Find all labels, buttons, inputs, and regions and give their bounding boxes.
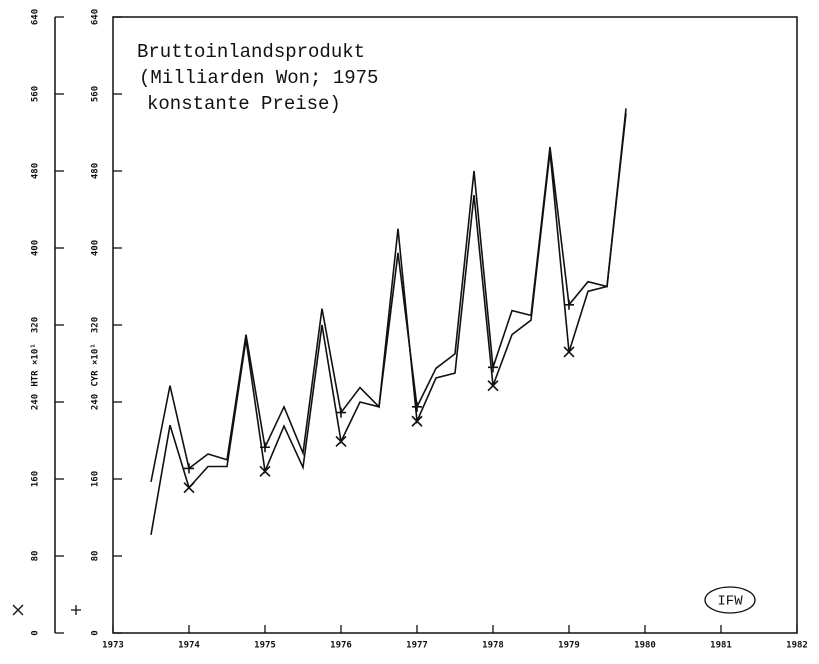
title-line: Bruttoinlandsprodukt — [137, 41, 365, 63]
marker — [183, 482, 195, 494]
y2-tick-label: 400 — [91, 240, 101, 256]
logo-ellipse — [704, 586, 756, 614]
x-tick-label: 1974 — [178, 641, 200, 651]
x-tick-label: 1982 — [786, 641, 808, 651]
marker — [260, 442, 270, 453]
x-tick-label: 1979 — [558, 641, 580, 651]
marker — [411, 415, 423, 427]
y2-tick-label: 80 — [91, 551, 101, 562]
series-line — [150, 108, 627, 483]
marker — [336, 407, 346, 418]
x-tick-label: 1981 — [710, 641, 732, 651]
y-tick-label: 480 — [31, 163, 41, 179]
y-tick-label: 160 — [31, 471, 41, 487]
y-tick-label: 80 — [31, 551, 41, 562]
marker — [564, 299, 574, 310]
marker — [412, 401, 422, 412]
marker — [488, 362, 498, 373]
legend-marker — [71, 605, 81, 615]
marker — [487, 380, 499, 392]
y-tick-label: 320 — [31, 317, 41, 333]
x-tick-label: 1976 — [330, 641, 352, 651]
y2-axis-label: CYR ×10¹ — [91, 343, 101, 386]
y-tick-label: 400 — [31, 240, 41, 256]
logo-text: IFW — [717, 594, 743, 610]
y2-tick-label: 480 — [91, 163, 101, 179]
y2-tick-label: 160 — [91, 471, 101, 487]
marker — [335, 435, 347, 448]
y-tick-label: 0 — [31, 630, 41, 635]
y2-tick-label: 560 — [91, 86, 101, 102]
y-axis-label: HTR ×10¹ — [31, 343, 41, 386]
x-tick-label: 1978 — [482, 641, 504, 651]
y2-tick-label: 0 — [91, 630, 101, 635]
x-tick-label: 1973 — [102, 641, 124, 651]
title-line: konstante Preise) — [147, 93, 341, 115]
marker — [184, 463, 194, 474]
x-tick-label: 1975 — [254, 641, 276, 651]
x-tick-label: 1980 — [634, 641, 656, 651]
y-tick-label: 240 — [31, 394, 41, 410]
x-tick-label: 1977 — [406, 641, 428, 651]
y2-tick-label: 640 — [91, 9, 101, 25]
y-tick-label: 560 — [31, 86, 41, 102]
y2-tick-label: 240 — [91, 394, 101, 410]
legend-marker — [12, 604, 24, 616]
marker — [563, 346, 575, 358]
y-tick-label: 640 — [31, 9, 41, 25]
y2-tick-label: 320 — [91, 317, 101, 333]
marker — [259, 465, 271, 477]
title-line: (Milliarden Won; 1975 — [139, 67, 378, 89]
